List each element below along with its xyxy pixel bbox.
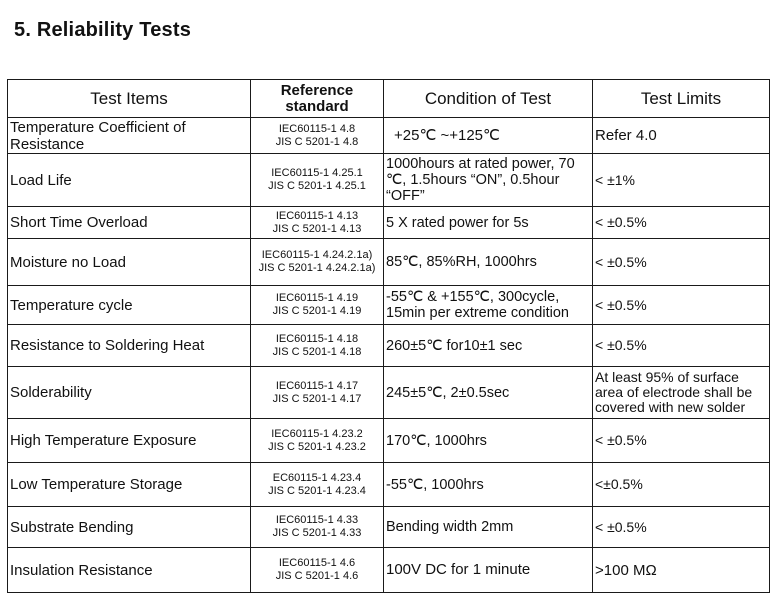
- reference-iec: IEC60115-1 4.6: [278, 557, 356, 569]
- reference-jis: JIS C 5201-1 4.23.4: [268, 484, 366, 497]
- table-row: Solderability IEC60115-1 4.17 JIS C 5201-…: [7, 366, 770, 419]
- test-item: Insulation Resistance: [7, 547, 251, 593]
- test-condition: +25℃ ~+125℃: [383, 117, 593, 154]
- test-condition: 5 X rated power for 5s: [383, 206, 593, 239]
- reference-iec: IEC60115-1 4.13: [275, 209, 359, 222]
- reference-standard: IEC60115-1 4.17 JIS C 5201-1 4.17: [250, 366, 384, 419]
- header-condition-of-test: Condition of Test: [383, 79, 593, 118]
- reference-jis: JIS C 5201-1 4.8: [275, 135, 359, 148]
- reference-standard: IEC60115-1 4.6 JIS C 5201-1 4.6: [250, 547, 384, 593]
- test-item: High Temperature Exposure: [7, 418, 251, 463]
- reference-jis: JIS C 5201-1 4.23.2: [268, 440, 366, 453]
- page-title: 5. Reliability Tests: [14, 19, 192, 41]
- reference-iec: IEC60115-1 4.25.1: [271, 167, 363, 179]
- test-limit: < ±0.5%: [592, 418, 770, 463]
- test-limit: < ±0.5%: [592, 506, 770, 548]
- table-row: Insulation Resistance IEC60115-1 4.6 JIS …: [7, 547, 770, 593]
- reference-iec: IEC60115-1 4.23.2: [271, 427, 363, 440]
- table-row: Temperature Coefficient of Resistance IE…: [7, 117, 770, 154]
- reference-jis: JIS C 5201-1 4.25.1: [268, 180, 366, 192]
- test-item: Low Temperature Storage: [7, 462, 251, 507]
- test-condition: 260±5℃ for10±1 sec: [383, 324, 593, 367]
- test-limit: < ±1%: [592, 153, 770, 207]
- test-limit: < ±0.5%: [592, 324, 770, 367]
- test-condition: 100V DC for 1 minute: [383, 547, 593, 593]
- reference-standard: IEC60115-1 4.13 JIS C 5201-1 4.13: [250, 206, 384, 239]
- reference-iec: IEC60115-1 4.18: [275, 332, 359, 345]
- reference-standard: IEC60115-1 4.25.1 JIS C 5201-1 4.25.1: [250, 153, 384, 207]
- reference-jis: JIS C 5201-1 4.33: [272, 527, 362, 539]
- reference-jis: JIS C 5201-1 4.19: [272, 305, 362, 317]
- table-row: Moisture no Load IEC60115-1 4.24.2.1a) JI…: [7, 238, 770, 286]
- table-row: High Temperature Exposure IEC60115-1 4.2…: [7, 418, 770, 463]
- reference-iec: IEC60115-1 4.19: [275, 292, 359, 304]
- test-item: Resistance to Soldering Heat: [7, 324, 251, 367]
- test-item: Substrate Bending: [7, 506, 251, 548]
- test-limit: Refer 4.0: [592, 117, 770, 154]
- test-condition: 85℃, 85%RH, 1000hrs: [383, 238, 593, 286]
- test-limit: At least 95% of surface area of electrod…: [592, 366, 770, 419]
- table-row: Resistance to Soldering Heat IEC60115-1 …: [7, 324, 770, 367]
- header-reference-line1: Reference: [280, 81, 354, 99]
- test-limit: < ±0.5%: [592, 285, 770, 325]
- table-row: Temperature cycle IEC60115-1 4.19 JIS C 5…: [7, 285, 770, 325]
- test-condition: -55℃ & +155℃, 300cycle, 15min per extrem…: [383, 285, 593, 325]
- test-item: Moisture no Load: [7, 238, 251, 286]
- test-limit: < ±0.5%: [592, 206, 770, 239]
- test-item: Temperature cycle: [7, 285, 251, 325]
- test-condition: Bending width 2mm: [383, 506, 593, 548]
- reference-jis: JIS C 5201-1 4.17: [272, 392, 362, 405]
- header-reference-line2: standard: [285, 97, 349, 115]
- test-condition: -55℃, 1000hrs: [383, 462, 593, 507]
- reference-standard: IEC60115-1 4.24.2.1a) JIS C 5201-1 4.24.2…: [250, 238, 384, 286]
- reference-iec: EC60115-1 4.23.4: [272, 471, 362, 484]
- test-condition: 170℃, 1000hrs: [383, 418, 593, 463]
- table-row: Load Life IEC60115-1 4.25.1 JIS C 5201-1 …: [7, 153, 770, 207]
- test-limit: < ±0.5%: [592, 238, 770, 286]
- reference-jis: JIS C 5201-1 4.13: [272, 222, 362, 235]
- test-item: Temperature Coefficient of Resistance: [7, 117, 251, 154]
- reference-standard: IEC60115-1 4.8 JIS C 5201-1 4.8: [250, 117, 384, 154]
- header-reference-standard: Reference standard: [250, 79, 384, 118]
- reference-standard: IEC60115-1 4.23.2 JIS C 5201-1 4.23.2: [250, 418, 384, 463]
- test-limit: <±0.5%: [592, 462, 770, 507]
- test-item: Solderability: [7, 366, 251, 419]
- reference-iec: IEC60115-1 4.24.2.1a): [261, 249, 373, 261]
- reference-jis: JIS C 5201-1 4.6: [275, 570, 359, 582]
- reference-jis: JIS C 5201-1 4.18: [272, 345, 362, 358]
- test-condition: 1000hours at rated power, 70 ℃, 1.5hours…: [383, 153, 593, 207]
- reference-standard: IEC60115-1 4.33 JIS C 5201-1 4.33: [250, 506, 384, 548]
- reliability-tests-table: Test Items Reference standard Condition …: [7, 79, 770, 593]
- table-row: Substrate Bending IEC60115-1 4.33 JIS C 5…: [7, 506, 770, 548]
- test-item: Short Time Overload: [7, 206, 251, 239]
- test-condition: 245±5℃, 2±0.5sec: [383, 366, 593, 419]
- reference-jis: JIS C 5201-1 4.24.2.1a): [258, 262, 376, 274]
- reference-iec: IEC60115-1 4.17: [275, 379, 359, 392]
- test-item: Load Life: [7, 153, 251, 207]
- reference-standard: IEC60115-1 4.19 JIS C 5201-1 4.19: [250, 285, 384, 325]
- reference-iec: IEC60115-1 4.33: [275, 514, 359, 526]
- reference-standard: EC60115-1 4.23.4 JIS C 5201-1 4.23.4: [250, 462, 384, 507]
- header-test-limits: Test Limits: [592, 79, 770, 118]
- table-row: Low Temperature Storage EC60115-1 4.23.4…: [7, 462, 770, 507]
- table-row: Short Time Overload IEC60115-1 4.13 JIS C…: [7, 206, 770, 239]
- header-test-items: Test Items: [7, 79, 251, 118]
- test-limit: >100 MΩ: [592, 547, 770, 593]
- reference-iec: IEC60115-1 4.8: [278, 122, 356, 135]
- table-header-row: Test Items Reference standard Condition …: [7, 79, 770, 118]
- reference-standard: IEC60115-1 4.18 JIS C 5201-1 4.18: [250, 324, 384, 367]
